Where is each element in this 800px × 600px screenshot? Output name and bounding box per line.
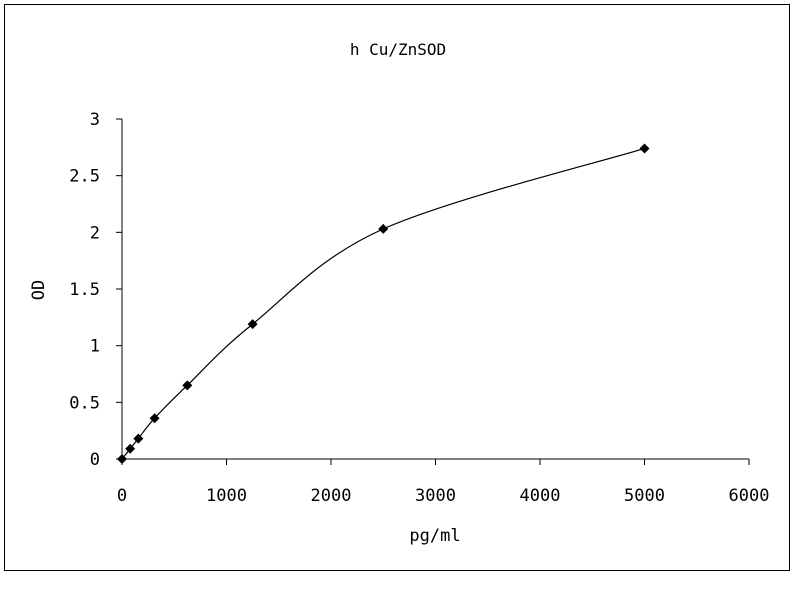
x-ticks: 0 1000 2000 3000 4000 5000 6000	[117, 459, 770, 506]
x-tick-label: 6000	[729, 486, 770, 506]
chart-frame	[4, 4, 790, 571]
x-tick-label: 0	[117, 486, 127, 506]
series-line	[121, 147, 645, 460]
data-point	[125, 443, 136, 454]
series-points-group	[117, 143, 650, 464]
x-tick-label: 1000	[206, 486, 247, 506]
data-point	[182, 380, 193, 391]
data-point	[133, 433, 144, 444]
y-axis-title: OD	[29, 280, 49, 300]
x-tick-label: 2000	[311, 486, 352, 506]
data-point	[149, 413, 160, 424]
y-tick-label: 1	[90, 337, 100, 357]
x-axis-title: pg/ml	[409, 526, 460, 546]
y-tick-label: 3	[90, 110, 100, 130]
y-tick-label: 1.5	[69, 280, 100, 300]
x-tick-label: 4000	[520, 486, 561, 506]
data-point	[247, 319, 258, 330]
x-tick-label: 5000	[624, 486, 665, 506]
y-tick-label: 0	[90, 450, 100, 470]
data-point	[117, 454, 127, 464]
y-tick-label: 2.5	[69, 167, 100, 187]
y-tick-label: 0.5	[69, 393, 100, 413]
y-ticks: 0 0.5 1 1.5 2 2.5 3	[69, 110, 122, 470]
y-tick-label: 2	[90, 223, 100, 243]
data-point	[378, 223, 389, 234]
chart-title: h Cu/ZnSOD	[350, 40, 446, 59]
data-point	[639, 143, 650, 154]
axes	[121, 119, 749, 460]
series-line-group	[121, 147, 645, 460]
x-tick-label: 3000	[415, 486, 456, 506]
